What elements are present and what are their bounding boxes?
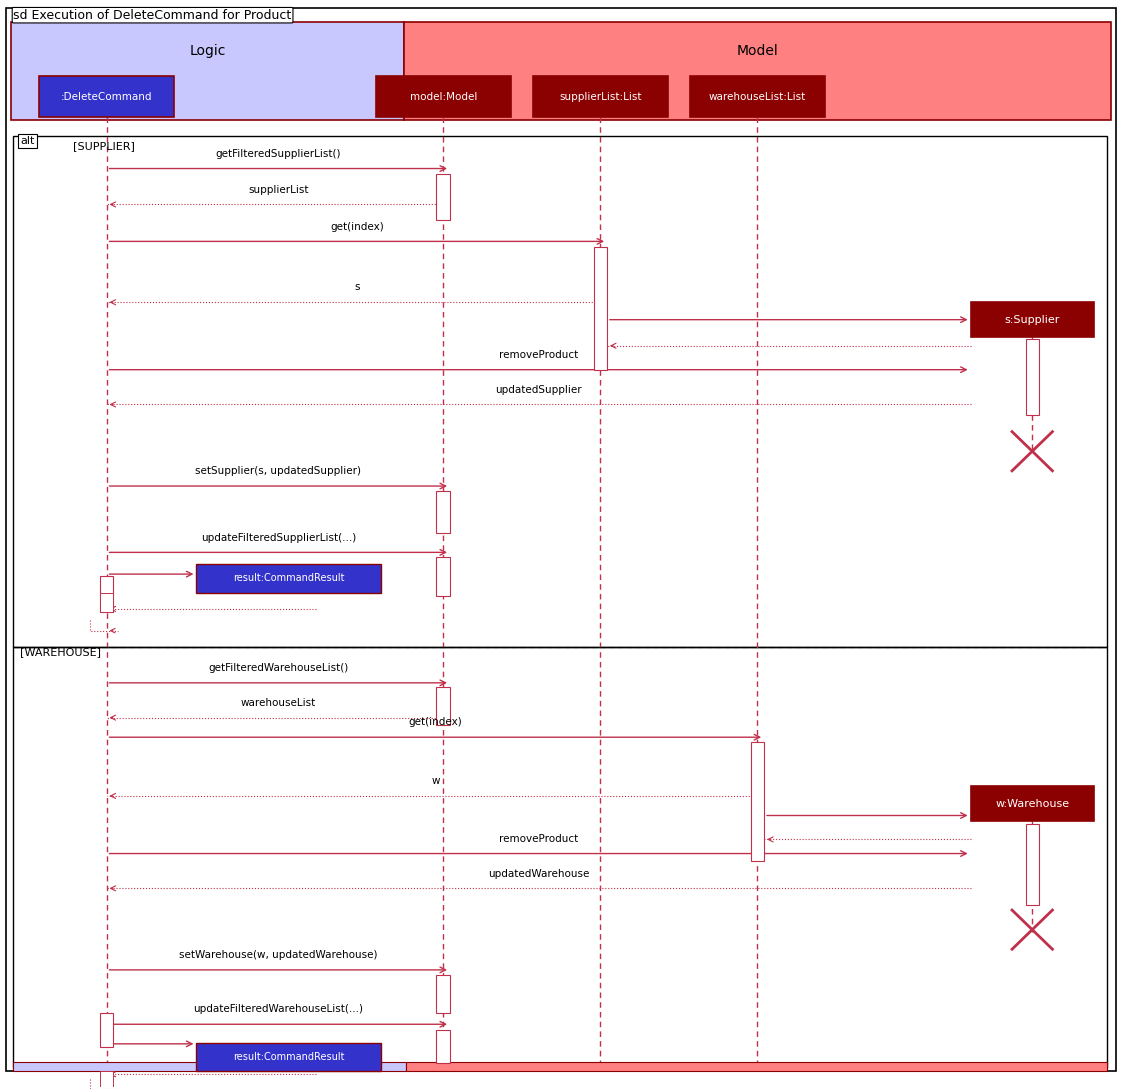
Text: w:Warehouse: w:Warehouse [995,798,1069,808]
Bar [100,576,113,612]
Bar [13,647,1107,1067]
Text: setWarehouse(w, updatedWarehouse): setWarehouse(w, updatedWarehouse) [180,950,377,960]
Bar [196,1043,381,1070]
Bar [100,1070,113,1089]
Text: [WAREHOUSE]: [WAREHOUSE] [20,647,101,657]
Bar [436,687,450,725]
Bar [100,592,113,612]
Bar [533,76,668,118]
Bar [376,76,511,118]
Text: supplierList:List: supplierList:List [559,91,642,101]
Bar [39,76,174,118]
Bar [436,174,450,220]
Text: Logic: Logic [190,44,226,58]
Bar [13,1062,406,1070]
Text: s:Supplier: s:Supplier [1004,315,1060,325]
Text: result:CommandResult: result:CommandResult [233,574,344,584]
Text: Model: Model [736,44,779,58]
Text: supplierList: supplierList [248,185,309,195]
Text: result:CommandResult: result:CommandResult [233,1052,344,1062]
Text: get(index): get(index) [330,221,384,232]
Text: :DeleteCommand: :DeleteCommand [61,91,153,101]
Text: setSupplier(s, updatedSupplier): setSupplier(s, updatedSupplier) [195,466,361,476]
Bar [436,1030,450,1063]
Bar [971,303,1094,338]
Bar [594,247,607,369]
Text: get(index): get(index) [408,718,462,727]
Text: warehouseList:List: warehouseList:List [709,91,806,101]
Bar [11,22,404,120]
Bar [971,786,1094,821]
Text: getFilteredWarehouseList(): getFilteredWarehouseList() [208,663,348,673]
Text: updateFilteredWarehouseList(...): updateFilteredWarehouseList(...) [193,1004,364,1015]
Text: removeProduct: removeProduct [499,350,578,359]
Bar [13,136,1107,647]
Bar [404,22,1111,120]
Text: [SUPPLIER]: [SUPPLIER] [73,142,135,151]
Bar [406,1062,1107,1070]
Text: alt: alt [20,136,35,146]
Bar [196,564,381,592]
Text: updatedWarehouse: updatedWarehouse [488,869,589,879]
Bar [436,556,450,596]
Text: sd Execution of DeleteCommand for Product: sd Execution of DeleteCommand for Produc… [13,9,292,22]
Text: model:Model: model:Model [410,91,477,101]
Text: w: w [431,776,440,786]
Bar [751,742,764,861]
Text: updateFilteredSupplierList(...): updateFilteredSupplierList(...) [201,533,356,542]
Bar [1026,824,1039,905]
Bar [436,976,450,1014]
Bar [436,491,450,533]
Bar [690,76,825,118]
Text: getFilteredSupplierList(): getFilteredSupplierList() [215,149,341,159]
Text: warehouseList: warehouseList [240,698,316,708]
Bar [1026,340,1039,415]
Text: s: s [355,282,359,293]
Bar [100,1014,113,1048]
Text: removeProduct: removeProduct [499,834,578,844]
Text: updatedSupplier: updatedSupplier [495,384,582,394]
